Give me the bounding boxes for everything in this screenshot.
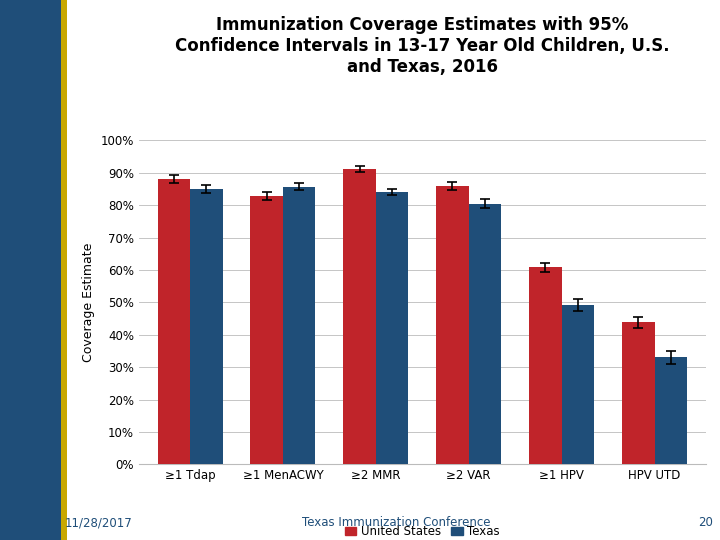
- Bar: [529, 267, 562, 464]
- Bar: [251, 196, 283, 464]
- Bar: [376, 192, 408, 464]
- Bar: [654, 357, 687, 464]
- Bar: [562, 305, 594, 464]
- Text: Immunization Coverage Estimates with 95%
Confidence Intervals in 13-17 Year Old : Immunization Coverage Estimates with 95%…: [175, 16, 670, 76]
- Bar: [343, 169, 376, 464]
- Legend: United States, Texas: United States, Texas: [340, 521, 505, 540]
- Text: 11/28/2017: 11/28/2017: [65, 516, 132, 529]
- Bar: [622, 322, 654, 464]
- Bar: [436, 186, 469, 464]
- Bar: [158, 179, 190, 464]
- Y-axis label: Coverage Estimate: Coverage Estimate: [82, 242, 95, 362]
- Text: 20: 20: [698, 516, 713, 529]
- Bar: [469, 204, 501, 464]
- Bar: [190, 189, 222, 464]
- Bar: [283, 187, 315, 464]
- Text: Texas Immunization Conference: Texas Immunization Conference: [302, 516, 490, 529]
